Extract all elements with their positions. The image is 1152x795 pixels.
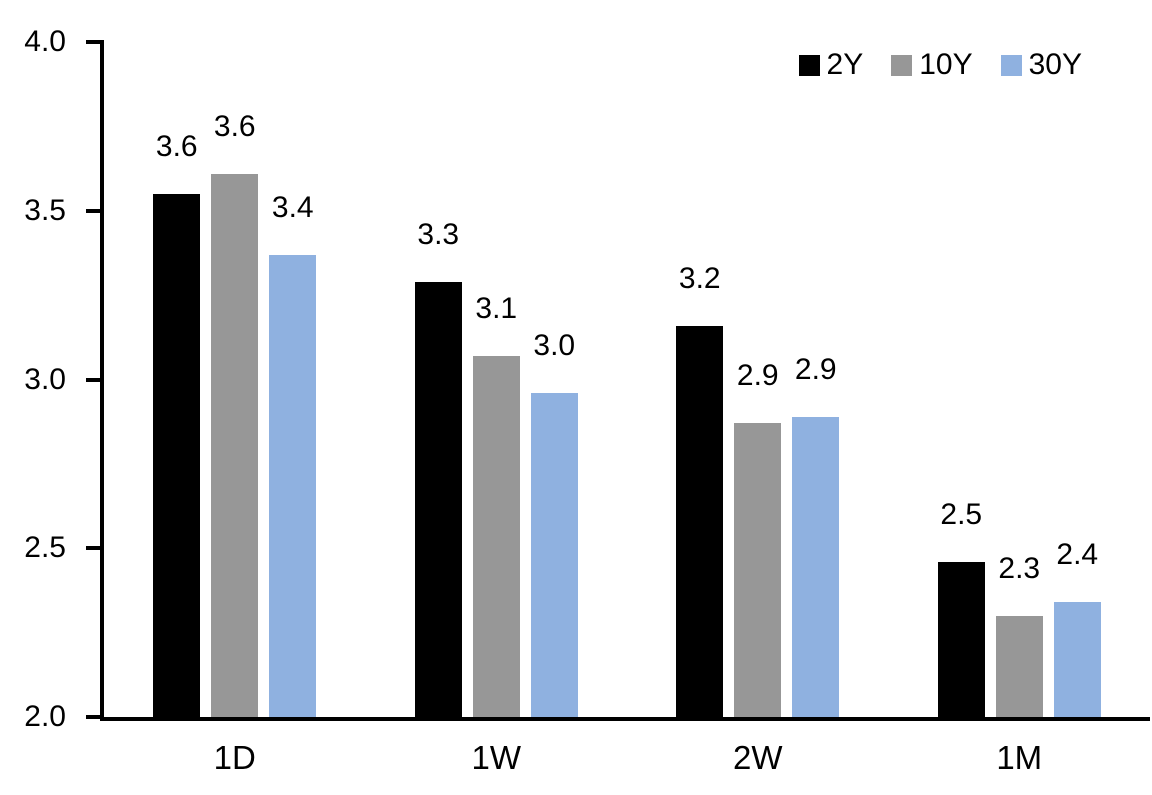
bar-2y-2w — [676, 325, 724, 717]
bar-2y-1w — [414, 281, 462, 717]
x-category-label: 1W — [471, 739, 522, 776]
bar-value-label: 3.0 — [533, 329, 576, 362]
legend-label: 30Y — [1028, 48, 1082, 81]
bar-value-label: 2.4 — [1056, 538, 1099, 572]
bar-value-label: 3.6 — [155, 129, 198, 163]
bar-30y-1m — [1053, 602, 1101, 717]
legend-label: 2Y — [826, 48, 864, 81]
bar-value-label: 3.2 — [678, 261, 721, 295]
y-axis-tick-label: 4.0 — [24, 25, 66, 58]
bar-value-label: 2.3 — [998, 551, 1041, 585]
y-axis-tick — [86, 546, 100, 551]
chart-legend: 2Y 10Y 30Y — [798, 48, 1082, 81]
bar-30y-1d — [269, 254, 317, 717]
bar-value-label: 2.9 — [794, 352, 837, 386]
y-axis-tick — [86, 715, 100, 719]
bar-value-label: 3.4 — [271, 190, 314, 224]
y-axis-tick — [86, 377, 100, 382]
legend-item-30y: 30Y — [1000, 48, 1082, 81]
bar-2y-1d — [153, 193, 201, 717]
x-category-label: 2W — [733, 739, 783, 776]
legend-swatch-icon — [1000, 54, 1022, 76]
bar-10y-1w — [472, 355, 520, 717]
x-category-label: 1M — [996, 739, 1043, 776]
legend-label: 10Y — [919, 48, 973, 81]
legend-swatch-icon — [798, 54, 820, 76]
bar-10y-1m — [995, 615, 1043, 717]
bar-2y-1m — [937, 561, 985, 717]
bar-value-label: 3.6 — [213, 109, 256, 143]
y-axis-line — [100, 40, 104, 721]
x-axis-line — [100, 717, 1150, 721]
y-axis-tick-label: 3.0 — [24, 362, 66, 396]
y-axis-tick-label: 2.5 — [24, 531, 66, 565]
y-axis-tick — [86, 208, 100, 213]
bar-value-label: 2.5 — [940, 497, 983, 531]
y-axis-tick — [86, 40, 100, 44]
bar-10y-1d — [211, 173, 259, 717]
bar-30y-2w — [792, 416, 840, 717]
bar-10y-2w — [734, 423, 782, 717]
y-axis-tick-label: 2.0 — [24, 700, 66, 733]
bar-value-label: 3.3 — [417, 217, 460, 251]
y-axis-tick-label: 3.5 — [24, 193, 66, 227]
legend-item-10y: 10Y — [891, 48, 973, 81]
bar-30y-1w — [530, 393, 578, 717]
legend-swatch-icon — [891, 54, 913, 76]
x-category-label: 1D — [213, 739, 256, 776]
bar-value-label: 2.9 — [736, 359, 779, 393]
bar-value-label: 3.1 — [475, 291, 518, 325]
legend-item-2y: 2Y — [798, 48, 864, 81]
